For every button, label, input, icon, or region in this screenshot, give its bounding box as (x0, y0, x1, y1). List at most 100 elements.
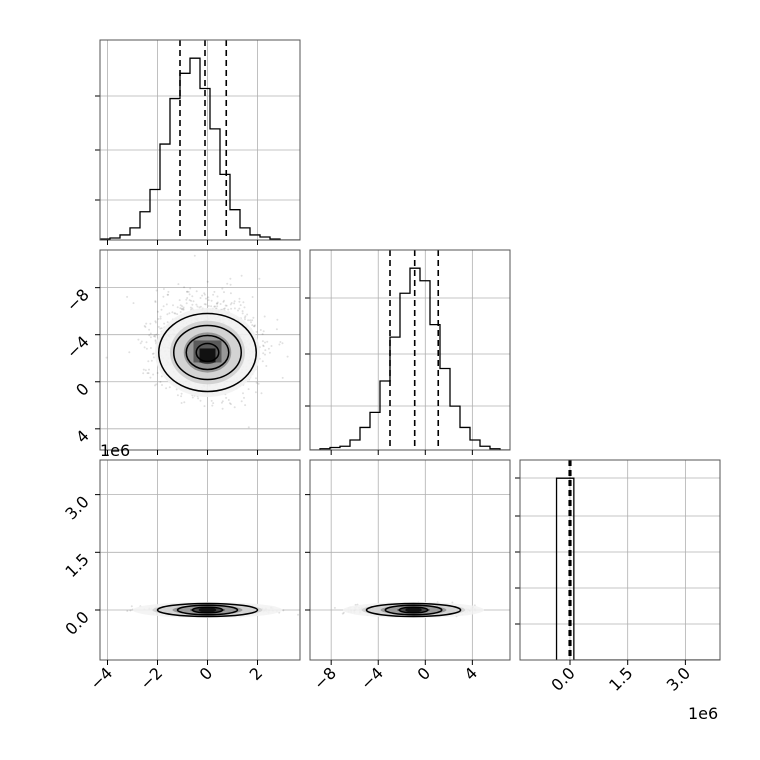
scatter-point (286, 355, 289, 358)
scatter-point (216, 302, 219, 305)
scatter-point (176, 306, 179, 309)
scatter-point (247, 319, 250, 322)
x-tick-label-1-1: −4 (357, 663, 387, 693)
scatter-point (149, 347, 152, 349)
scatter-point (227, 399, 230, 401)
scatter-point (167, 290, 170, 293)
scatter-point (190, 299, 193, 302)
scatter-point (147, 360, 150, 363)
scatter-point (191, 295, 194, 298)
scatter-point (189, 287, 192, 290)
scatter-point (189, 306, 192, 309)
scatter-point (341, 612, 344, 615)
scatter-point (262, 352, 265, 355)
scatter-point (210, 299, 213, 302)
scatter-point (144, 369, 147, 372)
scatter-point (191, 307, 194, 310)
scatter-point (182, 307, 185, 310)
scatter-point (244, 315, 247, 318)
hist-group-0 (100, 40, 300, 240)
scatter-point (239, 304, 242, 307)
scatter-point (199, 399, 202, 402)
density-peak-1-0 (199, 348, 216, 363)
scatter-point (451, 601, 454, 604)
scatter-point (211, 404, 214, 407)
panel-frame-2-1 (309, 459, 511, 661)
scatter-point (174, 312, 177, 315)
scatter-point (199, 297, 202, 299)
y-tick-label-2-2: 3.0 (61, 492, 92, 523)
scatter-point (140, 340, 143, 343)
x-tick-label-1-3: 4 (461, 663, 482, 684)
scatter-point (132, 302, 135, 305)
scatter-point (223, 307, 226, 310)
scatter-point (246, 313, 249, 316)
scatter-point (247, 426, 250, 429)
scatter-point (149, 332, 152, 335)
scatter-point (188, 293, 191, 296)
scatter-point (152, 373, 155, 376)
scatter-point (165, 303, 168, 306)
scatter-point (143, 325, 146, 327)
scatter-point (155, 333, 158, 336)
y-tick-label-2-0: 0.0 (61, 607, 92, 638)
scatter-point (149, 376, 152, 379)
scatter-point (150, 359, 153, 362)
scatter-point (216, 301, 219, 304)
scatter-point (173, 312, 176, 315)
scatter-point (203, 293, 206, 296)
scatter-point (148, 368, 150, 371)
scatter-point (342, 611, 345, 614)
scatter-point (213, 290, 216, 293)
scatter-point (185, 302, 188, 305)
scatter-point (473, 604, 476, 607)
x-tick-label-1-2: 0 (413, 663, 434, 684)
scatter-point (229, 283, 232, 286)
density-group-1-0 (100, 250, 300, 450)
scatter-point (191, 396, 194, 399)
scatter-point (179, 307, 182, 310)
scatter-point (179, 304, 182, 307)
scatter-point (152, 356, 155, 359)
scatter-point (229, 403, 232, 406)
scatter-point (181, 308, 184, 311)
scatter-point (154, 339, 157, 342)
scatter-point (206, 280, 209, 283)
scatter-point (204, 303, 207, 306)
y-tick-label-2-1: 1.5 (61, 550, 92, 581)
scatter-point (230, 307, 233, 310)
scatter-point (251, 296, 254, 298)
scatter-point (151, 352, 154, 355)
scatter-point (186, 290, 188, 293)
scatter-point (230, 302, 233, 304)
density-peak-2-1 (405, 607, 422, 613)
scatter-point (253, 325, 256, 328)
scatter-point (233, 300, 236, 303)
scatter-point (241, 312, 244, 315)
x-offset-label: 1e6 (688, 704, 718, 723)
scatter-point (180, 395, 183, 398)
scatter-point (249, 319, 252, 322)
x-tick-label-2-2: 3.0 (663, 663, 694, 694)
panel-frame-2-0 (99, 459, 301, 661)
contour-1-0-1 (173, 324, 242, 381)
scatter-point (225, 396, 228, 399)
density-group-2-1 (310, 460, 510, 660)
scatter-point (152, 352, 155, 355)
scatter-point (155, 289, 158, 292)
scatter-point (186, 297, 189, 299)
panel-frame-1-1 (309, 249, 511, 451)
scatter-point (207, 305, 210, 307)
scatter-point (145, 347, 148, 350)
hist-step-2 (555, 477, 720, 660)
scatter-point (215, 302, 218, 305)
scatter-point (178, 299, 181, 302)
scatter-point (261, 360, 264, 363)
scatter-point (148, 328, 151, 331)
density-peak-2-0 (198, 607, 217, 613)
scatter-point (203, 405, 206, 408)
y-offset-label: 1e6 (100, 441, 130, 460)
contour-2-1-1 (384, 604, 443, 616)
scatter-point (142, 368, 145, 371)
